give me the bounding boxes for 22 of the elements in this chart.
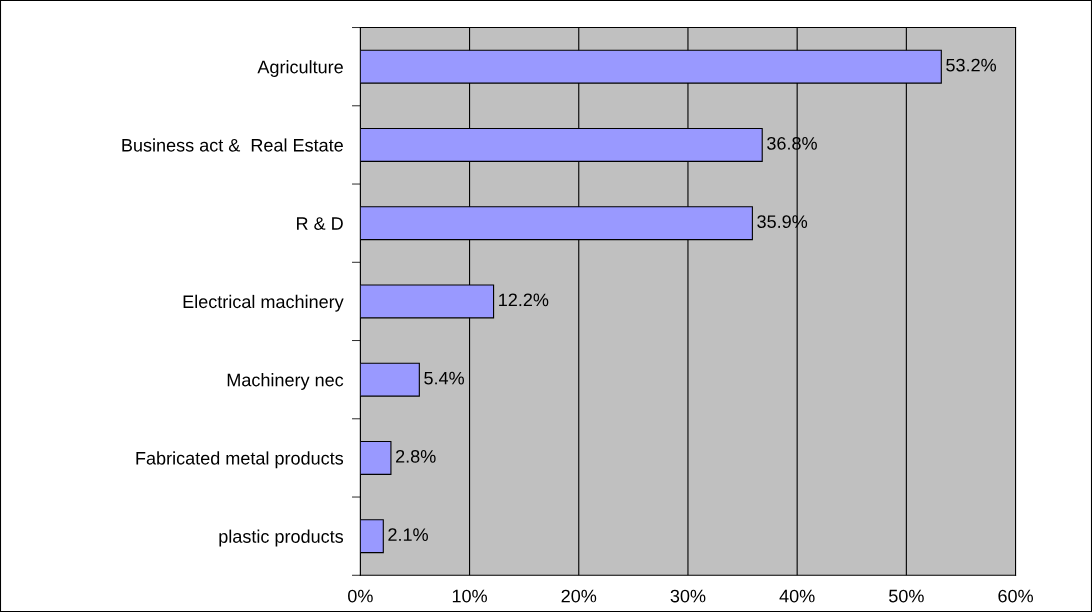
data-label: 53.2%: [946, 58, 997, 72]
x-tick-label: 20%: [561, 589, 597, 603]
data-label: 12.2%: [499, 293, 549, 307]
x-tick-label: 10%: [452, 589, 487, 603]
x-tick-label: 50%: [889, 589, 924, 603]
data-label: 5.4%: [424, 371, 465, 385]
y-tick-label: Electrical machinery: [183, 294, 344, 312]
bar: [360, 519, 384, 554]
x-tick-label: 60%: [998, 589, 1033, 603]
y-tick-label: plastic products: [219, 529, 344, 547]
x-tick-label: 40%: [779, 589, 815, 603]
x-tick-label: 0%: [348, 589, 373, 603]
data-label: 2.8%: [396, 449, 436, 463]
data-label: 2.1%: [388, 528, 428, 541]
y-tick-label: Agriculture: [257, 60, 343, 77]
x-tick-label: 30%: [670, 589, 706, 603]
y-tick-label: Business act & Real Estate: [122, 138, 343, 152]
y-tick-label: Machinery nec: [227, 373, 344, 390]
y-tick-label: Fabricated metal products: [136, 451, 344, 469]
bar: [360, 440, 392, 475]
y-tick-label: R & D: [297, 217, 343, 230]
bar: [360, 362, 420, 397]
